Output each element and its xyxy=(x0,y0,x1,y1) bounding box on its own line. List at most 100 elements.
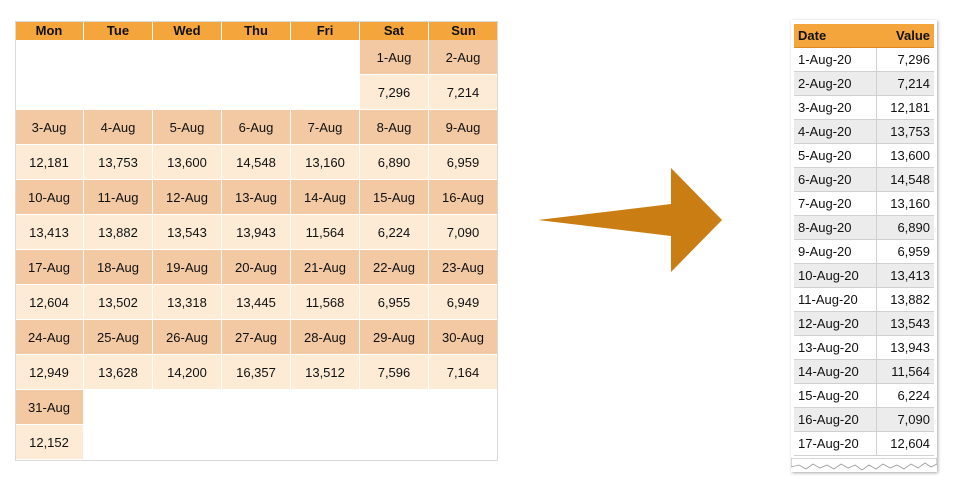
value-cell: 7,214 xyxy=(876,71,934,96)
date-cell: 5-Aug-20 xyxy=(794,143,877,168)
calendar-empty-cell xyxy=(153,75,222,110)
value-cell: 13,943 xyxy=(876,335,934,360)
date-cell: 1-Aug-20 xyxy=(794,47,877,72)
calendar-date-cell: 14-Aug xyxy=(291,180,360,215)
value-cell: 13,600 xyxy=(876,143,934,168)
date-cell: 15-Aug-20 xyxy=(794,383,877,408)
value-cell: 7,296 xyxy=(876,47,934,72)
calendar-empty-cell xyxy=(84,425,153,460)
calendar-date-cell: 7-Aug xyxy=(291,110,360,145)
arrow-right-icon xyxy=(538,168,722,272)
calendar-empty-cell xyxy=(153,40,222,75)
table-row: 3-Aug-20 12,181 xyxy=(794,95,934,120)
table-row: 14-Aug-20 11,564 xyxy=(794,359,934,384)
calendar-empty-cell xyxy=(429,390,498,425)
table-row: 15-Aug-20 6,224 xyxy=(794,383,934,408)
value-cell: 12,181 xyxy=(876,95,934,120)
table-row: 6-Aug-20 14,548 xyxy=(794,167,934,192)
calendar-date-cell: 19-Aug xyxy=(153,250,222,285)
table-row: 12-Aug-20 13,543 xyxy=(794,311,934,336)
calendar-empty-cell xyxy=(222,75,291,110)
table-row: 16-Aug-20 7,090 xyxy=(794,407,934,432)
calendar-date-cell: 26-Aug xyxy=(153,320,222,355)
date-cell: 10-Aug-20 xyxy=(794,263,877,288)
calendar-value-cell: 14,548 xyxy=(222,145,291,180)
calendar-value-cell: 13,502 xyxy=(84,285,153,320)
calendar-date-cell: 5-Aug xyxy=(153,110,222,145)
date-cell: 2-Aug-20 xyxy=(794,71,877,96)
value-cell: 7,090 xyxy=(876,407,934,432)
calendar-value-cell: 7,164 xyxy=(429,355,498,390)
calendar-empty-cell xyxy=(84,40,153,75)
calendar-value-cell: 7,090 xyxy=(429,215,498,250)
calendar-date-cell: 10-Aug xyxy=(15,180,84,215)
value-cell: 6,890 xyxy=(876,215,934,240)
calendar-empty-cell xyxy=(360,425,429,460)
calendar-date-cell: 18-Aug xyxy=(84,250,153,285)
calendar-value-cell: 16,357 xyxy=(222,355,291,390)
date-cell: 14-Aug-20 xyxy=(794,359,877,384)
calendar-value-cell: 13,512 xyxy=(291,355,360,390)
calendar-value-cell: 12,604 xyxy=(15,285,84,320)
data-table-panel: Date Value 1-Aug-20 7,296 2-Aug-20 7,214 3-A… xyxy=(791,20,937,472)
calendar-grid: Mon Tue Wed Thu Fri Sat Sun 1-Aug 7,296 2-Aug 7,2… xyxy=(15,21,498,461)
calendar-body: 1-Aug 7,296 2-Aug 7,214 3-Aug 12,181 4-Aug 13,7… xyxy=(15,40,498,460)
day-header-wed: Wed xyxy=(153,21,222,40)
calendar-value-cell: 13,943 xyxy=(222,215,291,250)
date-cell: 7-Aug-20 xyxy=(794,191,877,216)
table-row: 2-Aug-20 7,214 xyxy=(794,71,934,96)
calendar-value-cell: 13,160 xyxy=(291,145,360,180)
date-cell: 13-Aug-20 xyxy=(794,335,877,360)
value-cell: 13,160 xyxy=(876,191,934,216)
table-row: 13-Aug-20 13,943 xyxy=(794,335,934,360)
table-row: 5-Aug-20 13,600 xyxy=(794,143,934,168)
date-column-header: Date xyxy=(794,24,877,48)
value-cell: 13,882 xyxy=(876,287,934,312)
day-header-sun: Sun xyxy=(429,21,498,40)
calendar-value-cell: 13,753 xyxy=(84,145,153,180)
calendar-date-cell: 27-Aug xyxy=(222,320,291,355)
day-header-mon: Mon xyxy=(15,21,84,40)
data-table: Date Value 1-Aug-20 7,296 2-Aug-20 7,214 3-A… xyxy=(794,24,934,456)
calendar-empty-cell xyxy=(222,40,291,75)
calendar-empty-cell xyxy=(291,40,360,75)
value-cell: 6,959 xyxy=(876,239,934,264)
calendar-value-cell: 13,413 xyxy=(15,215,84,250)
value-column-header: Value xyxy=(876,24,934,48)
date-cell: 3-Aug-20 xyxy=(794,95,877,120)
date-cell: 11-Aug-20 xyxy=(794,287,877,312)
table-row: 8-Aug-20 6,890 xyxy=(794,215,934,240)
calendar-date-cell: 4-Aug xyxy=(84,110,153,145)
calendar-date-cell: 28-Aug xyxy=(291,320,360,355)
calendar-empty-cell xyxy=(84,75,153,110)
calendar-date-cell: 3-Aug xyxy=(15,110,84,145)
day-header-tue: Tue xyxy=(84,21,153,40)
calendar-value-cell: 13,628 xyxy=(84,355,153,390)
calendar-date-cell: 11-Aug xyxy=(84,180,153,215)
calendar-date-cell: 25-Aug xyxy=(84,320,153,355)
calendar-empty-cell xyxy=(291,425,360,460)
calendar-value-cell: 13,882 xyxy=(84,215,153,250)
day-header-thu: Thu xyxy=(222,21,291,40)
calendar-date-cell: 30-Aug xyxy=(429,320,498,355)
calendar-date-cell: 16-Aug xyxy=(429,180,498,215)
calendar-date-cell: 2-Aug xyxy=(429,40,498,75)
date-cell: 9-Aug-20 xyxy=(794,239,877,264)
calendar-empty-cell xyxy=(291,390,360,425)
calendar-value-cell: 13,318 xyxy=(153,285,222,320)
calendar-value-cell: 14,200 xyxy=(153,355,222,390)
table-header-row: Date Value xyxy=(794,24,934,48)
calendar-value-cell: 7,296 xyxy=(360,75,429,110)
value-cell: 14,548 xyxy=(876,167,934,192)
calendar-empty-cell xyxy=(429,425,498,460)
calendar-empty-cell xyxy=(222,425,291,460)
table-row: 11-Aug-20 13,882 xyxy=(794,287,934,312)
calendar-date-cell: 31-Aug xyxy=(15,390,84,425)
calendar-date-cell: 8-Aug xyxy=(360,110,429,145)
calendar-date-cell: 29-Aug xyxy=(360,320,429,355)
calendar-empty-cell xyxy=(222,390,291,425)
calendar-date-cell: 6-Aug xyxy=(222,110,291,145)
value-cell: 13,413 xyxy=(876,263,934,288)
table-row: 10-Aug-20 13,413 xyxy=(794,263,934,288)
date-cell: 8-Aug-20 xyxy=(794,215,877,240)
